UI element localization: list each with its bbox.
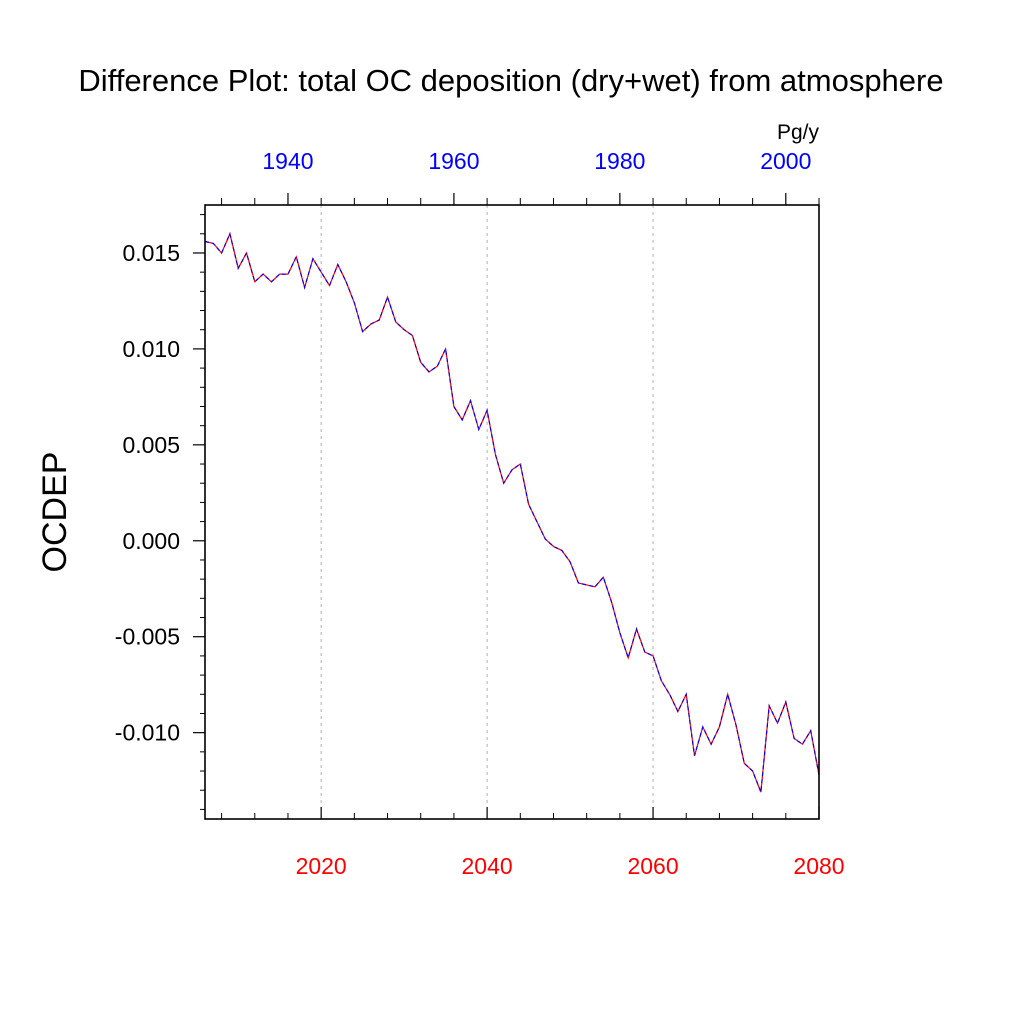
x-top-tick-label: 1960 <box>428 148 479 174</box>
data-series <box>204 231 820 793</box>
y-tick-label: 0.005 <box>122 432 180 458</box>
y-axis-label: OCDEP <box>36 452 74 573</box>
x-top-tick-label: 2000 <box>760 148 811 174</box>
chart-title: Difference Plot: total OC deposition (dr… <box>78 63 943 98</box>
x-tick-label: 2040 <box>462 853 513 879</box>
minor-ticks <box>200 198 820 819</box>
y-tick-label: 0.000 <box>122 528 180 554</box>
x-top-tick-label: 1940 <box>262 148 313 174</box>
y-tick-label: -0.010 <box>115 720 180 746</box>
y-tick-labels: 0.015 0.010 0.005 0.000 -0.005 -0.010 <box>115 240 180 746</box>
x-top-tick-labels: 1940 1960 1980 2000 <box>262 148 811 174</box>
y-tick-label: 0.015 <box>122 240 180 266</box>
plot-frame <box>204 204 820 820</box>
x-tick-label: 2080 <box>793 853 844 879</box>
y-tick-label: -0.005 <box>115 624 180 650</box>
series-line <box>204 231 820 793</box>
x-top-tick-label: 1980 <box>594 148 645 174</box>
x-tick-label: 2020 <box>296 853 347 879</box>
x-bottom-tick-labels: 2020 2040 2060 2080 <box>296 853 845 879</box>
series-line <box>204 231 820 793</box>
units-label: Pg/y <box>777 121 820 144</box>
y-tick-label: 0.010 <box>122 336 180 362</box>
major-ticks <box>193 193 820 819</box>
grid-lines <box>320 205 654 819</box>
x-tick-label: 2060 <box>627 853 678 879</box>
